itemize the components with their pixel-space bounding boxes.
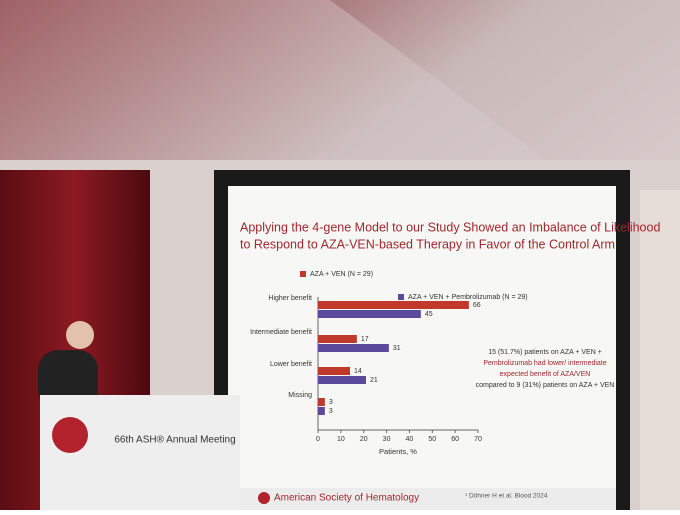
y-tick-label: Missing xyxy=(288,392,312,399)
annotation: expected benefit of AZA/VEN xyxy=(500,371,591,378)
legend-label: AZA + VEN + Pembrolizumab (N = 29) xyxy=(408,294,528,301)
bar xyxy=(318,301,469,309)
bar xyxy=(318,398,325,406)
slide xyxy=(228,186,616,510)
source: American Society of Hematology xyxy=(274,493,419,504)
data-label: 31 xyxy=(393,345,401,352)
y-tick-label: Intermediate benefit xyxy=(250,329,312,336)
x-tick-label: 70 xyxy=(474,436,482,443)
x-tick-label: 0 xyxy=(316,436,320,443)
podium-logo xyxy=(52,417,88,453)
x-tick-label: 20 xyxy=(360,436,368,443)
data-label: 3 xyxy=(329,408,333,415)
data-label: 21 xyxy=(370,377,378,384)
legend-swatch xyxy=(300,271,306,277)
y-tick-label: Lower benefit xyxy=(270,361,312,368)
podium-text: 66th ASH® Annual Meeting xyxy=(114,435,235,446)
data-label: 14 xyxy=(354,368,362,375)
speaker-head xyxy=(66,321,94,349)
bar xyxy=(318,376,366,384)
x-tick-label: 40 xyxy=(406,436,414,443)
bar xyxy=(318,335,357,343)
reference: ¹ Döhner H et al. Blood 2024 xyxy=(465,493,548,500)
bar xyxy=(318,407,325,415)
data-label: 66 xyxy=(473,302,481,309)
legend-swatch xyxy=(398,294,404,300)
bar xyxy=(318,310,421,318)
footer-bar xyxy=(228,488,616,510)
wall-right xyxy=(640,190,680,510)
x-tick-label: 60 xyxy=(451,436,459,443)
annotation: Pembrolizumab had lower/ intermediate xyxy=(483,360,606,367)
ceiling-panel xyxy=(0,0,560,200)
data-label: 17 xyxy=(361,336,369,343)
legend-label: AZA + VEN (N = 29) xyxy=(310,271,373,278)
x-axis-label: Patients, % xyxy=(379,447,417,456)
data-label: 3 xyxy=(329,399,333,406)
x-tick-label: 10 xyxy=(337,436,345,443)
annotation: 15 (51.7%) patients on AZA + VEN + xyxy=(488,349,602,356)
plot: Applying the 4-gene Model to our Study S… xyxy=(228,220,660,510)
slide-title: Applying the 4-gene Model to our Study S… xyxy=(240,220,660,234)
y-tick-label: Higher benefit xyxy=(268,295,312,302)
data-label: 45 xyxy=(425,311,433,318)
annotation: compared to 9 (31%) patients on AZA + VE… xyxy=(476,382,615,389)
bar xyxy=(318,344,389,352)
x-tick-label: 30 xyxy=(383,436,391,443)
x-tick-label: 50 xyxy=(428,436,436,443)
bar xyxy=(318,367,350,375)
slide-title: to Respond to AZA-VEN-based Therapy in F… xyxy=(240,237,615,251)
society-logo xyxy=(258,492,270,504)
